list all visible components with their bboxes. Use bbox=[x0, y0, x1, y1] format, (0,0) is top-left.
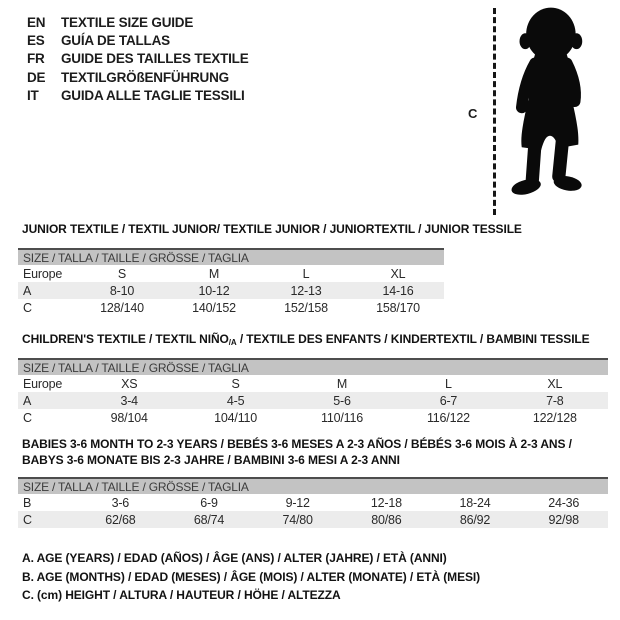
guide-title: GUIDA ALLE TAGLIE TESSILI bbox=[61, 88, 245, 104]
language-row: ES GUÍA DE TALLAS bbox=[27, 31, 249, 49]
children-size-table: SIZE / TALLA / TAILLE / GRÖSSE / TAGLIA … bbox=[18, 358, 608, 426]
size-cell: S bbox=[117, 266, 127, 281]
table-row: C 98/104 104/110 110/116 116/122 122/128 bbox=[18, 409, 608, 426]
babies-size-table: SIZE / TALLA / TAILLE / GRÖSSE / TAGLIA … bbox=[18, 477, 608, 528]
row-label: C bbox=[23, 300, 32, 315]
size-cell: 74/80 bbox=[282, 512, 313, 527]
size-cell: 5-6 bbox=[333, 393, 351, 408]
size-cell: XS bbox=[121, 376, 138, 391]
table-row: Europe S M L XL bbox=[18, 265, 444, 282]
junior-size-table: SIZE / TALLA / TAILLE / GRÖSSE / TAGLIA … bbox=[18, 248, 444, 316]
table-row: Europe XS S M L XL bbox=[18, 375, 608, 392]
size-cell: 68/74 bbox=[193, 512, 225, 527]
language-code: EN bbox=[27, 14, 46, 30]
table-row: B 3-6 6-9 9-12 12-18 18-24 24-36 bbox=[18, 494, 608, 511]
footnote-height-cm: C. (cm) HEIGHT / ALTURA / HAUTEUR / HÖHE… bbox=[22, 588, 341, 602]
row-label: C bbox=[23, 512, 32, 527]
children-title-prefix: CHILDREN'S TEXTILE / TEXTIL NIÑO bbox=[22, 332, 229, 346]
size-cell: 6-7 bbox=[439, 393, 458, 408]
language-title-list: EN TEXTILE SIZE GUIDE ES GUÍA DE TALLAS … bbox=[27, 13, 249, 105]
size-band-header: SIZE / TALLA / TAILLE / GRÖSSE / TAGLIA bbox=[18, 358, 608, 375]
size-cell: 116/122 bbox=[426, 410, 470, 425]
size-cell: 92/98 bbox=[548, 512, 579, 527]
guide-title: GUÍA DE TALLAS bbox=[61, 33, 170, 49]
height-dashed-line bbox=[493, 8, 496, 215]
size-cell: 140/152 bbox=[192, 300, 236, 315]
table-row: C 128/140 140/152 152/158 158/170 bbox=[18, 299, 444, 316]
guide-title: TEXTILGRÖßENFÜHRUNG bbox=[61, 69, 229, 85]
toddler-silhouette-icon bbox=[501, 5, 599, 217]
row-label: Europe bbox=[23, 376, 63, 391]
babies-title-line2: BABYS 3-6 MONATE BIS 2-3 JAHRE / BAMBINI… bbox=[22, 453, 400, 467]
size-band-header: SIZE / TALLA / TAILLE / GRÖSSE / TAGLIA bbox=[18, 248, 444, 265]
size-cell: 14-16 bbox=[382, 283, 414, 298]
size-cell: 152/158 bbox=[284, 300, 328, 315]
size-cell: 104/110 bbox=[214, 410, 258, 425]
size-cell: 122/128 bbox=[532, 410, 577, 425]
language-code: DE bbox=[27, 69, 46, 85]
footnote-age-months: B. AGE (MONTHS) / EDAD (MESES) / ÂGE (MO… bbox=[22, 569, 481, 584]
children-title-subscript: /A bbox=[228, 338, 237, 347]
row-label: A bbox=[23, 393, 32, 408]
size-cell: 3-6 bbox=[111, 495, 130, 510]
size-cell: 24-36 bbox=[548, 495, 580, 510]
children-title-suffix: / TEXTILE DES ENFANTS / KINDERTEXTIL / B… bbox=[236, 332, 590, 346]
height-measure-label: C bbox=[468, 106, 478, 121]
table-row: A 3-4 4-5 5-6 6-7 7-8 bbox=[18, 392, 608, 409]
size-cell: 158/170 bbox=[376, 300, 420, 315]
row-label: A bbox=[23, 283, 32, 298]
language-row: FR GUIDE DES TAILLES TEXTILE bbox=[27, 50, 249, 68]
size-cell: 98/104 bbox=[110, 410, 148, 425]
children-section-title: CHILDREN'S TEXTILE / TEXTIL NIÑO/A / TEX… bbox=[22, 331, 590, 351]
legend-footnotes: A. AGE (YEARS) / EDAD (AÑOS) / ÂGE (ANS)… bbox=[22, 549, 480, 605]
babies-title-line1: BABIES 3-6 MONTH TO 2-3 YEARS / BEBÉS 3-… bbox=[22, 437, 572, 451]
size-cell: L bbox=[445, 376, 452, 391]
size-cell: 80/86 bbox=[371, 512, 402, 527]
row-label: C bbox=[23, 410, 32, 425]
junior-section-title: JUNIOR TEXTILE / TEXTIL JUNIOR/ TEXTILE … bbox=[22, 222, 522, 236]
size-cell: 128/140 bbox=[100, 300, 144, 315]
footnote-age-years: A. AGE (YEARS) / EDAD (AÑOS) / ÂGE (ANS)… bbox=[22, 551, 447, 565]
row-label: Europe bbox=[23, 266, 63, 281]
language-row: EN TEXTILE SIZE GUIDE bbox=[27, 13, 249, 31]
language-row: IT GUIDA ALLE TAGLIE TESSILI bbox=[27, 87, 249, 105]
size-cell: 8-10 bbox=[109, 283, 135, 298]
babies-section-title: BABIES 3-6 MONTH TO 2-3 YEARS / BEBÉS 3-… bbox=[22, 436, 572, 468]
language-code: IT bbox=[27, 88, 39, 104]
size-cell: XL bbox=[390, 266, 406, 281]
size-cell: L bbox=[302, 266, 310, 281]
size-cell: S bbox=[231, 376, 240, 391]
size-cell: 110/116 bbox=[321, 410, 363, 425]
size-cell: 62/68 bbox=[105, 512, 136, 527]
row-label: B bbox=[23, 495, 32, 510]
size-cell: M bbox=[208, 266, 220, 281]
table-row: A 8-10 10-12 12-13 14-16 bbox=[18, 282, 444, 299]
size-cell: 12-18 bbox=[370, 495, 402, 510]
table-row: C 62/68 68/74 74/80 80/86 86/92 92/98 bbox=[18, 511, 608, 528]
size-cell: 3-4 bbox=[120, 393, 138, 408]
language-code: FR bbox=[27, 51, 45, 67]
guide-title: TEXTILE SIZE GUIDE bbox=[61, 14, 194, 30]
size-cell: 10-12 bbox=[198, 283, 230, 298]
size-cell: 6-9 bbox=[200, 495, 218, 510]
size-cell: 18-24 bbox=[459, 495, 491, 510]
size-cell: XL bbox=[547, 376, 563, 391]
size-band-header: SIZE / TALLA / TAILLE / GRÖSSE / TAGLIA bbox=[18, 477, 608, 494]
language-row: DE TEXTILGRÖßENFÜHRUNG bbox=[27, 68, 249, 86]
size-cell: 7-8 bbox=[546, 393, 564, 408]
size-cell: 86/92 bbox=[459, 512, 491, 527]
guide-title: GUIDE DES TAILLES TEXTILE bbox=[61, 51, 249, 67]
size-cell: M bbox=[336, 376, 348, 391]
size-cell: 4-5 bbox=[226, 393, 245, 408]
size-cell: 9-12 bbox=[285, 495, 310, 510]
size-cell: 12-13 bbox=[290, 283, 322, 298]
language-code: ES bbox=[27, 33, 45, 49]
